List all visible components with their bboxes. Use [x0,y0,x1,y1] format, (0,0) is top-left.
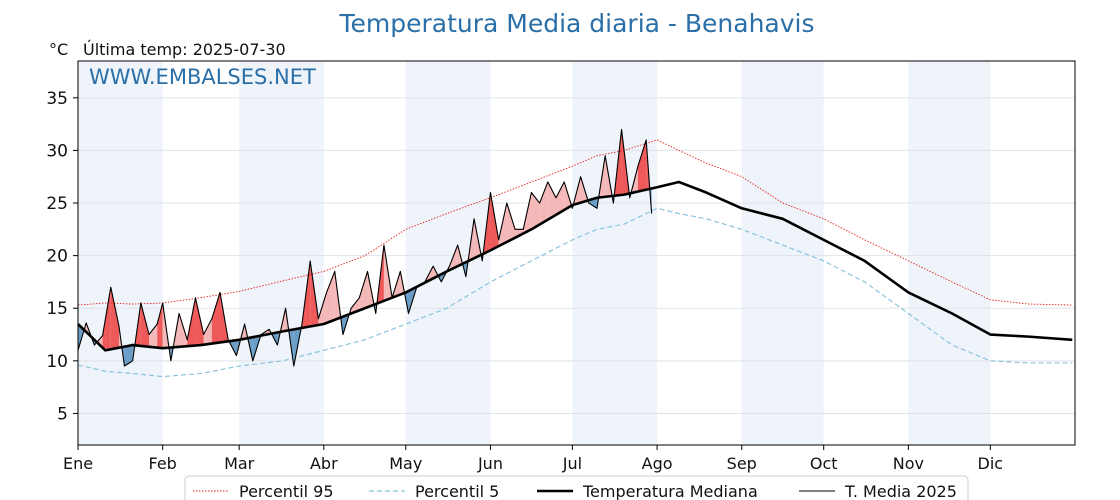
x-tick-label-Ago: Ago [642,454,673,473]
legend-label-percentil-95: Percentil 95 [239,482,334,500]
month-band-Nov [908,61,991,445]
legend-label-t-media-2025: T. Media 2025 [844,482,957,500]
anomaly-above-fill [149,324,158,348]
month-band-Mar [239,61,324,445]
x-tick-label-May: May [389,454,422,473]
x-tick-label-Jun: Jun [477,454,503,473]
watermark: WWW.EMBALSES.NET [89,65,316,89]
anomaly-above-fill [157,302,163,349]
y-tick-label-20: 20 [46,247,68,267]
y-tick-label-30: 30 [46,141,68,161]
x-tick-label-Abr: Abr [310,454,338,473]
month-band-Ene [78,61,163,445]
legend-label-percentil-5: Percentil 5 [415,482,499,500]
y-tick-label-10: 10 [46,352,68,372]
plot-area: 5 10 15 20 25 30 35 Ene Feb Mar Abr May Jun Jul Ago Sep… [46,60,1076,473]
anomaly-above-fill [556,181,565,215]
x-tick-label-Dic: Dic [978,454,1004,473]
anomaly-above-fill [637,139,647,192]
y-tick-label-15: 15 [46,299,68,319]
y-tick-label-5: 5 [57,404,68,424]
unit-label: °C [49,40,68,59]
anomaly-above-fill [211,292,221,344]
anomaly-above-fill [351,297,360,314]
anomaly-above-fill [140,302,150,347]
y-tick-label-25: 25 [46,194,68,214]
mean-2025-line [77,128,653,367]
anomaly-above-fill [531,192,540,230]
x-tick-label-Mar: Mar [224,454,255,473]
anomaly-above-fill [195,297,204,346]
month-band-Sep [741,61,824,445]
x-tick-label-Sep: Sep [727,454,757,473]
anomaly-above-fill [203,318,212,345]
percentile-95-line [77,139,1073,306]
legend-box [184,475,969,500]
x-tick-label-Feb: Feb [149,454,177,473]
month-band-Jul [572,61,658,445]
x-tick-label-Ene: Ene [63,454,93,473]
anomaly-above-fill [506,203,516,242]
x-tick-label-Oct: Oct [810,454,838,473]
y-tick-label-35: 35 [46,89,68,109]
legend-label-temperatura-mediana: Temperatura Mediana [582,482,758,500]
anomaly-above-fill [326,271,335,323]
anomaly-above-fill [359,271,368,311]
legend: Percentil 95 Percentil 5 Temperatura Media… [184,475,969,500]
anomaly-above-fill [110,287,119,350]
x-tick-label-Jul: Jul [562,454,582,473]
last-temp-label: Última temp: 2025-07-30 [83,40,286,59]
anomaly-above-fill [539,181,548,225]
anomaly-below-fill [124,345,133,367]
chart-title: Temperatura Media diaria - Benahavis [338,9,814,38]
median-temperature-line [77,180,1073,352]
x-tick-label-Nov: Nov [893,454,924,473]
plot-frame [77,60,1076,446]
anomaly-above-fill [547,181,557,220]
